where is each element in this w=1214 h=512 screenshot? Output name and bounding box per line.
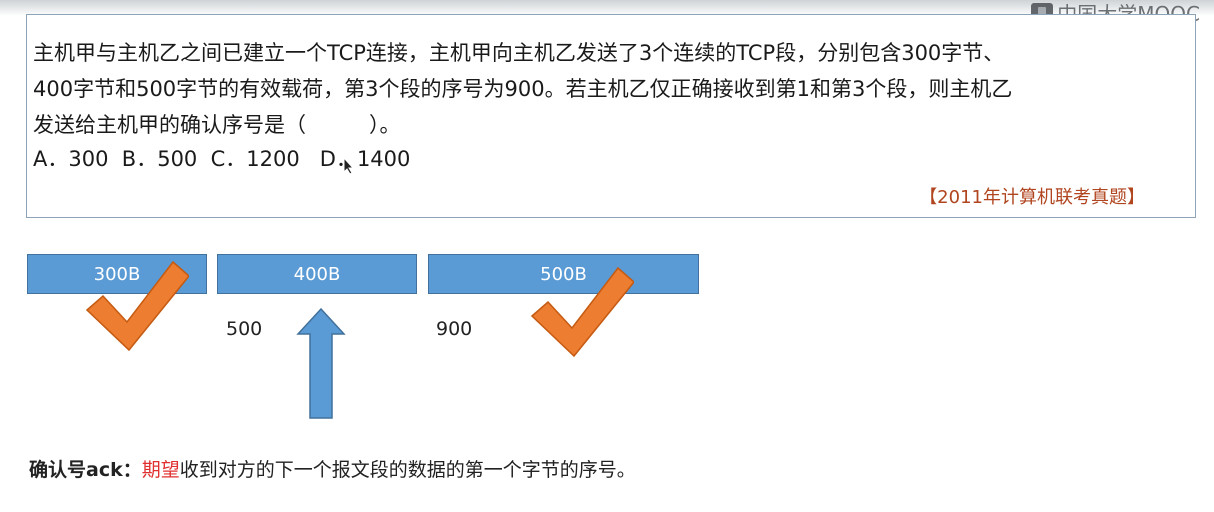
segment-400b: 400B xyxy=(217,254,417,294)
sequence-number-900: 900 xyxy=(436,318,473,340)
answer-options: A．300 B．500 C．1200 D．1400 xyxy=(33,147,411,171)
checkmark-icon xyxy=(85,260,189,352)
mouse-cursor-icon xyxy=(343,157,355,175)
segment-label: 400B xyxy=(293,263,341,285)
definition-text: 收到对方的下一个报文段的数据的第一个字节的序号。 xyxy=(179,459,636,481)
question-text: 主机甲与主机乙之间已建立一个TCP连接，主机甲向主机乙发送了3个连续的TCP段，… xyxy=(33,35,1183,143)
sequence-number-500: 500 xyxy=(226,318,263,340)
question-line-1: 主机甲与主机乙之间已建立一个TCP连接，主机甲向主机乙发送了3个连续的TCP段，… xyxy=(33,41,1005,65)
question-source: 【2011年计算机联考真题】 xyxy=(919,187,1145,208)
segment-label: 300B xyxy=(93,263,141,285)
question-line-3: 发送给主机甲的确认序号是（ ）。 xyxy=(33,113,401,137)
top-shade xyxy=(0,0,1214,16)
definition-highlight: 期望 xyxy=(141,459,180,481)
segment-label: 500B xyxy=(540,263,587,285)
definition-term: 确认号ack： xyxy=(29,459,142,481)
up-arrow-icon xyxy=(296,308,346,419)
segment-500b: 500B xyxy=(428,254,699,294)
checkmark-icon xyxy=(530,266,634,358)
ack-definition: 确认号ack：期望收到对方的下一个报文段的数据的第一个字节的序号。 xyxy=(29,455,636,482)
question-line-2: 400字节和500字节的有效载荷，第3个段的序号为900。若主机乙仅正确接收到第… xyxy=(33,77,1013,101)
question-box: 主机甲与主机乙之间已建立一个TCP连接，主机甲向主机乙发送了3个连续的TCP段，… xyxy=(26,14,1196,218)
